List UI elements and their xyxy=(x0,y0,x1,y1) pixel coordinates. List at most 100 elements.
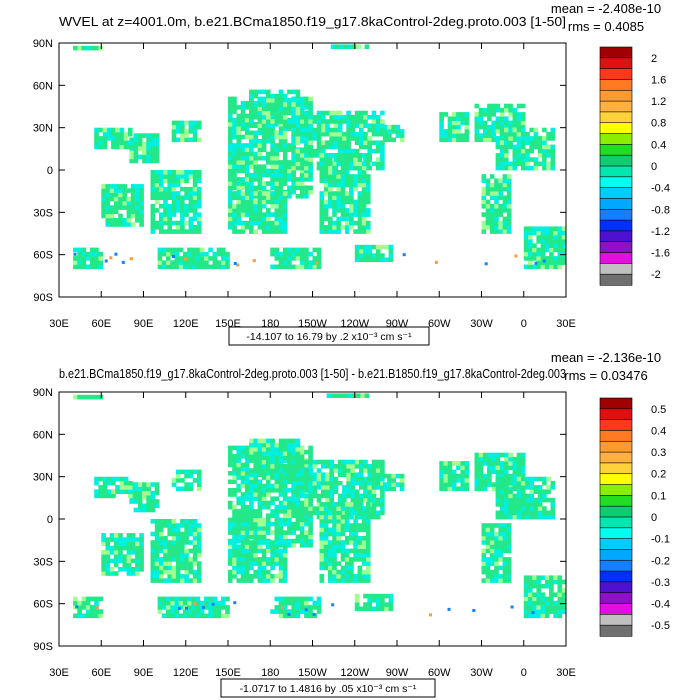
field-cell xyxy=(180,535,185,541)
field-cell xyxy=(236,500,241,506)
field-cell xyxy=(109,550,115,555)
field-cell xyxy=(557,609,563,614)
field-cell xyxy=(232,504,237,510)
field-cell xyxy=(197,124,202,130)
field-cell xyxy=(464,124,470,130)
field-cell xyxy=(516,161,522,167)
field-cell xyxy=(347,393,353,398)
field-cell xyxy=(557,596,563,602)
field-cell xyxy=(537,161,543,167)
field-cell xyxy=(299,264,305,270)
field-cell xyxy=(382,129,388,134)
field-cell xyxy=(494,565,499,571)
field-cell xyxy=(130,192,136,198)
field-cell xyxy=(456,120,461,126)
field-cell xyxy=(171,574,177,579)
field-cell xyxy=(175,548,181,554)
field-cell xyxy=(274,172,280,178)
field-cell xyxy=(257,191,263,196)
field-cell xyxy=(109,188,115,193)
field-cell xyxy=(159,527,164,533)
field-cell xyxy=(506,535,512,541)
field-cell xyxy=(319,519,325,524)
field-cell xyxy=(257,216,263,222)
field-cell xyxy=(192,120,198,126)
field-cell xyxy=(319,502,325,507)
field-cell xyxy=(295,89,301,95)
field-cell xyxy=(163,216,168,222)
field-cell xyxy=(512,153,518,158)
field-cell xyxy=(329,459,334,465)
field-cell xyxy=(354,110,360,116)
field-cell xyxy=(244,151,250,157)
field-cell xyxy=(180,216,185,222)
field-cell xyxy=(249,181,254,186)
field-cell xyxy=(329,136,334,141)
field-cell xyxy=(244,199,250,205)
field-cell xyxy=(367,606,372,612)
field-cell xyxy=(499,127,505,133)
field-cell xyxy=(257,517,263,523)
field-cell xyxy=(146,154,151,160)
field-cell xyxy=(240,181,246,186)
field-cell xyxy=(504,127,509,133)
field-cell xyxy=(118,213,123,219)
field-cell xyxy=(350,489,356,494)
field-cell xyxy=(447,133,453,138)
field-cell xyxy=(253,212,258,217)
field-cell xyxy=(257,203,263,209)
field-cell xyxy=(489,182,495,188)
field-cell xyxy=(282,447,288,452)
field-cell xyxy=(212,251,218,257)
field-cell xyxy=(506,216,512,222)
field-cell xyxy=(512,157,518,162)
field-cell xyxy=(257,447,263,452)
field-cell xyxy=(537,502,543,507)
field-cell xyxy=(274,98,280,103)
field-cell xyxy=(561,600,566,606)
field-cell xyxy=(221,264,226,270)
field-cell xyxy=(474,461,480,466)
field-cell xyxy=(106,489,112,494)
field-cell xyxy=(489,523,495,528)
field-cell xyxy=(357,157,363,162)
field-cell xyxy=(366,540,371,545)
field-cell xyxy=(123,140,129,145)
field-cell xyxy=(233,262,237,265)
field-cell xyxy=(282,471,288,476)
field-cell xyxy=(106,493,112,499)
field-cell xyxy=(312,506,318,511)
field-cell xyxy=(489,561,495,566)
field-cell xyxy=(175,220,181,226)
field-cell xyxy=(357,208,363,213)
field-cell xyxy=(544,579,550,585)
field-cell xyxy=(175,486,181,492)
field-cell xyxy=(456,129,461,134)
field-cell xyxy=(332,531,337,537)
field-cell xyxy=(257,168,263,174)
field-cell xyxy=(491,469,496,475)
field-cell xyxy=(375,249,381,254)
field-cell xyxy=(274,119,280,124)
field-cell xyxy=(349,578,354,583)
field-cell xyxy=(244,168,250,174)
field-cell xyxy=(266,119,271,124)
field-cell xyxy=(130,558,136,564)
field-cell xyxy=(487,452,492,458)
field-cell xyxy=(274,534,280,540)
field-cell xyxy=(363,131,368,137)
field-cell xyxy=(135,209,140,215)
field-cell xyxy=(287,464,292,469)
field-cell xyxy=(364,44,370,49)
field-cell xyxy=(489,552,495,558)
field-cell xyxy=(504,124,509,130)
field-cell xyxy=(357,174,363,179)
field-cell xyxy=(528,575,533,580)
field-cell xyxy=(308,168,313,174)
field-cell xyxy=(561,605,566,610)
field-cell xyxy=(270,155,275,161)
field-cell xyxy=(291,251,296,257)
field-cell xyxy=(350,123,356,128)
field-cell xyxy=(208,613,213,619)
field-cell xyxy=(316,136,322,141)
